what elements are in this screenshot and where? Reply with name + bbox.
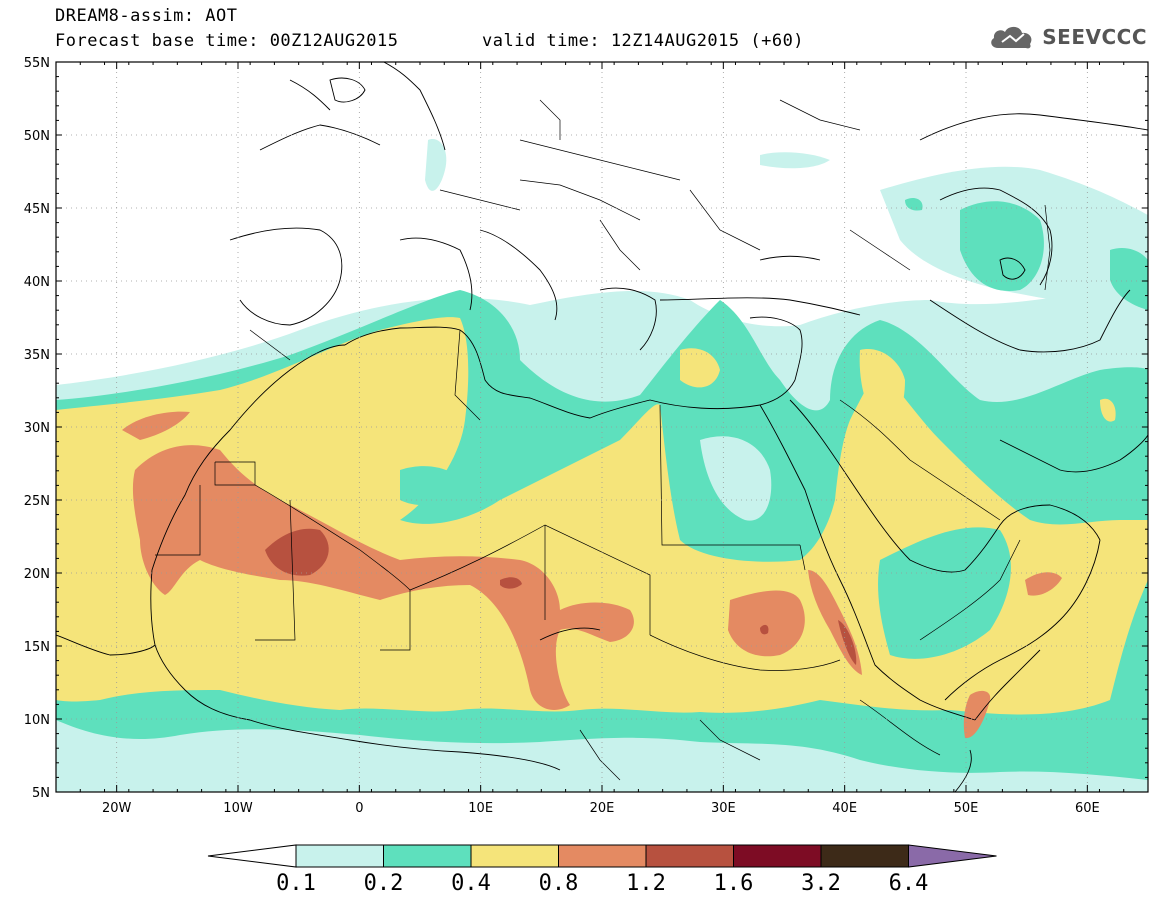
lat-axis-labels: 55N 50N 45N 40N 35N 30N 25N 20N 15N 10N 5N — [24, 56, 50, 801]
colorbar-segment — [733, 844, 822, 868]
lat-label: 55N — [24, 56, 50, 71]
forecast-base-time: Forecast base time: 00Z12AUG2015 — [55, 31, 399, 51]
lat-label: 10N — [24, 713, 50, 728]
colorbar-label: 1.6 — [713, 871, 754, 896]
lat-label: 45N — [24, 202, 50, 217]
lat-label: 25N — [24, 494, 50, 509]
colorbar-segment — [820, 844, 909, 868]
lat-label: 15N — [24, 640, 50, 655]
colorbar-segment — [383, 844, 472, 868]
lon-label: 50E — [954, 801, 979, 816]
aot-field — [56, 139, 1148, 792]
colorbar-label: 1.2 — [626, 871, 666, 896]
colorbar — [207, 844, 997, 868]
colorbar-over-triangle — [908, 844, 997, 868]
colorbar-label: 0.2 — [363, 871, 404, 896]
colorbar-label: 3.2 — [801, 871, 841, 896]
lon-label: 20E — [590, 801, 615, 816]
colorbar-label: 0.4 — [451, 871, 491, 896]
axis-ticks — [55, 61, 1149, 793]
logo-text: SEEVCCC — [1042, 25, 1147, 49]
lon-axis-labels: 20W 10W 0 10E 20E 30E 40E 50E 60E — [102, 801, 1100, 816]
lat-label: 20N — [24, 567, 50, 582]
plot-title: DREAM8-assim: AOT — [55, 6, 238, 26]
lon-label: 40E — [832, 801, 857, 816]
lat-label: 35N — [24, 348, 50, 363]
colorbar-label: 6.4 — [888, 871, 929, 896]
lon-label: 30E — [711, 801, 736, 816]
colorbar-label: 0.1 — [276, 871, 316, 896]
lat-label: 50N — [24, 129, 50, 144]
lat-label: 40N — [24, 275, 50, 290]
colorbar-under-triangle — [207, 844, 297, 868]
lon-label: 0 — [355, 801, 363, 816]
cloud-icon — [991, 26, 1032, 49]
aot-band-0.4 — [56, 317, 1148, 715]
colorbar-segment — [558, 844, 647, 868]
lat-label: 30N — [24, 421, 50, 436]
country-borders — [155, 99, 1051, 781]
lat-label: 5N — [32, 786, 50, 801]
lon-label: 60E — [1075, 801, 1100, 816]
graticule — [56, 62, 1148, 792]
seevccc-logo: SEEVCCC — [988, 22, 1147, 52]
colorbar-segment — [295, 844, 384, 868]
lon-label: 20W — [102, 801, 132, 816]
aot-band-0.1-inner — [700, 436, 772, 521]
colorbar-segment — [645, 844, 734, 868]
aot-band-1.2 — [265, 528, 857, 665]
lon-label: 10E — [468, 801, 493, 816]
colorbar-segment — [470, 844, 559, 868]
coastlines — [56, 62, 1148, 792]
lon-label: 10W — [223, 801, 253, 816]
colorbar-label: 0.8 — [538, 871, 579, 896]
valid-time: valid time: 12Z14AUG2015 (+60) — [482, 31, 805, 51]
